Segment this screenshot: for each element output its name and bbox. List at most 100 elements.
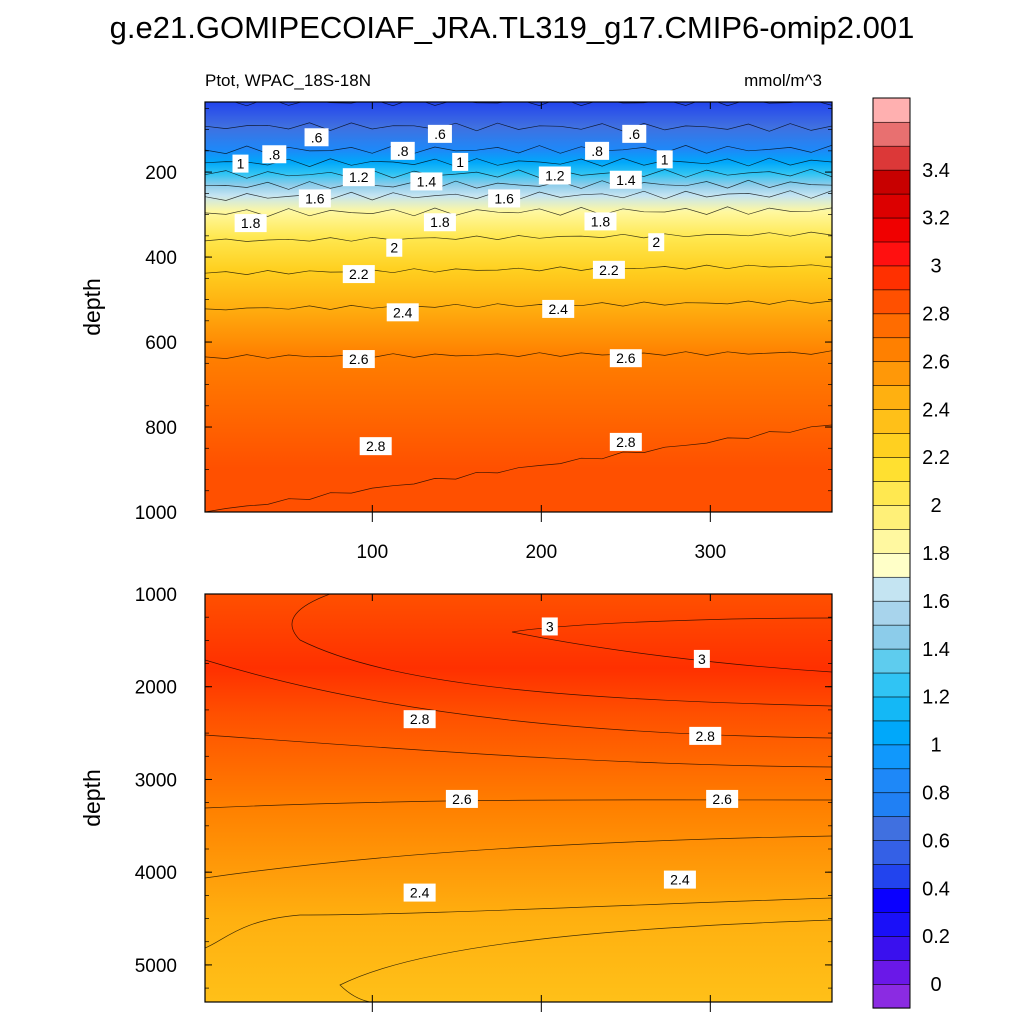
colorbar-swatch [872, 672, 911, 698]
contour-label-text: 1.8 [241, 215, 261, 231]
contour-label: 2.4 [663, 870, 696, 889]
contour-label: 2.2 [592, 260, 625, 279]
contour-label: 3 [693, 649, 710, 668]
colorbar-tick-label: 1.6 [922, 591, 950, 613]
contour-label-text: 2.8 [696, 728, 716, 744]
contour-line-2.8 [205, 659, 832, 739]
contour-label: 1.8 [234, 214, 267, 233]
contour-label-text: 1 [661, 151, 669, 167]
colorbar-tick-label: 0.2 [922, 926, 950, 948]
contour-line-2.4 [205, 897, 832, 949]
colorbar-tick-label: 1.4 [922, 639, 950, 661]
contour-line-2.9 [291, 594, 832, 707]
y-tick-label: 800 [145, 418, 177, 439]
units-label: mmol/m^3 [744, 71, 822, 90]
contour-line-2.6 [205, 350, 832, 359]
contour-label: .6 [427, 124, 452, 143]
contour-label-text: .8 [268, 146, 280, 162]
colorbar-swatch [872, 887, 911, 913]
contour-label-text: 2.6 [349, 351, 369, 367]
contour-line-1.4 [205, 179, 832, 190]
contour-label-text: .6 [434, 126, 446, 142]
y-tick-label: 5000 [135, 956, 177, 977]
colorbar-swatch [872, 289, 911, 315]
colorbar-swatch [872, 456, 911, 482]
contour-line-1.2 [205, 168, 832, 179]
colorbar-tick-label: 0 [930, 974, 941, 996]
y-tick-label: 4000 [135, 863, 177, 884]
contour-label-text: 1 [456, 154, 464, 170]
y-axis-label: depth [79, 278, 105, 336]
contour-label-text: 2.6 [452, 791, 472, 807]
contour-line-2.5 [205, 835, 832, 879]
colorbar-tick-label: 3 [930, 256, 941, 278]
contour-line-2 [205, 231, 832, 242]
colorbar-swatch [872, 217, 911, 243]
colorbar-swatch [872, 983, 911, 1009]
contour-label-text: 2.4 [670, 872, 690, 888]
contour-label-text: 1 [237, 156, 245, 172]
colorbar-swatch [872, 792, 911, 818]
colorbar-swatch [872, 265, 911, 291]
y-axis-label: depth [79, 769, 105, 827]
contour-label: .8 [390, 141, 415, 160]
colorbar-swatch [872, 576, 911, 602]
contour-label: 2.6 [706, 789, 739, 808]
colorbar-swatch [872, 121, 911, 147]
contour-label: 2.6 [609, 349, 642, 368]
colorbar-swatch [872, 744, 911, 770]
y-tick-label: 600 [145, 333, 177, 354]
contour-label: 1 [656, 150, 673, 169]
contour-label: .8 [585, 141, 610, 160]
colorbar-swatch [872, 959, 911, 985]
colorbar-tick-label: 2.6 [922, 351, 950, 373]
contour-label: .6 [622, 124, 647, 143]
colorbar-swatch [872, 552, 911, 578]
contour-label: 2 [386, 238, 403, 257]
contour-label: 2.2 [342, 265, 375, 284]
contour-label: 2.4 [403, 883, 436, 902]
colorbar-tick-label: 3.4 [922, 160, 950, 182]
panel-frame [204, 593, 833, 1003]
contour-label: 1.2 [342, 168, 375, 187]
contour-label-text: 2.4 [548, 301, 568, 317]
colorbar-swatch [872, 696, 911, 722]
contour-line-2.3 [339, 919, 832, 1002]
contour-line-1.8 [205, 206, 832, 217]
contour-label: 2.8 [609, 432, 642, 451]
colorbar-frame [872, 97, 911, 1009]
upper-panel: .8.61.8.611.2 1.41.6 1.61.2.8.61.411.8 1.8 1… [79, 101, 833, 563]
contour-label-text: .6 [311, 129, 323, 145]
contour-label-text: .8 [591, 143, 603, 159]
contour-label: 2.6 [342, 350, 375, 369]
contour-label-text: 3 [698, 651, 706, 667]
contour-label: 2.6 [445, 789, 478, 808]
contour-label-text: 2.2 [349, 266, 369, 282]
colorbar-swatch [872, 361, 911, 386]
contour-label: 2.4 [542, 299, 575, 318]
lower-panel: 3 3 2.8 2.8 2.6 2.6 2.4 2.4 1000 2000 3000 4000 5000… [79, 585, 833, 1012]
contour-label: .6 [304, 128, 329, 147]
contour-label-text: 1.8 [430, 214, 450, 230]
colorbar-tick-label: 2.2 [922, 447, 950, 469]
contour-label: 2 [648, 233, 665, 252]
contour-line-2.8 [205, 424, 832, 512]
contour-line-0.6 [205, 122, 832, 132]
variable-label: Ptot, WPAC_18S-18N [205, 71, 371, 90]
colorbar-swatch [872, 409, 911, 434]
contour-label-text: 1.2 [349, 169, 369, 185]
colorbar-swatch [872, 528, 911, 554]
contour-line-2.6 [205, 799, 832, 809]
colorbar-swatch [872, 768, 911, 794]
colorbar-tick-label: 1 [930, 735, 941, 757]
y-tick-label: 200 [145, 163, 177, 184]
colorbar-swatch [872, 169, 911, 195]
contour-line-3.0-core [511, 617, 832, 673]
y-tick-label: 1000 [135, 585, 177, 606]
y-tick-label: 3000 [135, 770, 177, 791]
colorbar-swatch [872, 816, 911, 841]
contour-line-0.4 [205, 102, 832, 107]
colorbar-swatch [872, 840, 911, 865]
colorbar-swatch [872, 600, 911, 626]
contour-label-text: .8 [397, 143, 409, 159]
